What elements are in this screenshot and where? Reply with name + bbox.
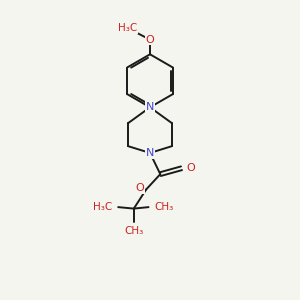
Text: N: N <box>146 148 154 158</box>
Text: O: O <box>146 34 154 45</box>
Text: O: O <box>186 163 195 173</box>
Text: N: N <box>146 102 154 112</box>
Text: H₃C: H₃C <box>118 23 137 33</box>
Text: CH₃: CH₃ <box>124 226 143 236</box>
Text: H₃C: H₃C <box>93 202 112 212</box>
Text: CH₃: CH₃ <box>154 202 173 212</box>
Text: O: O <box>135 183 144 193</box>
